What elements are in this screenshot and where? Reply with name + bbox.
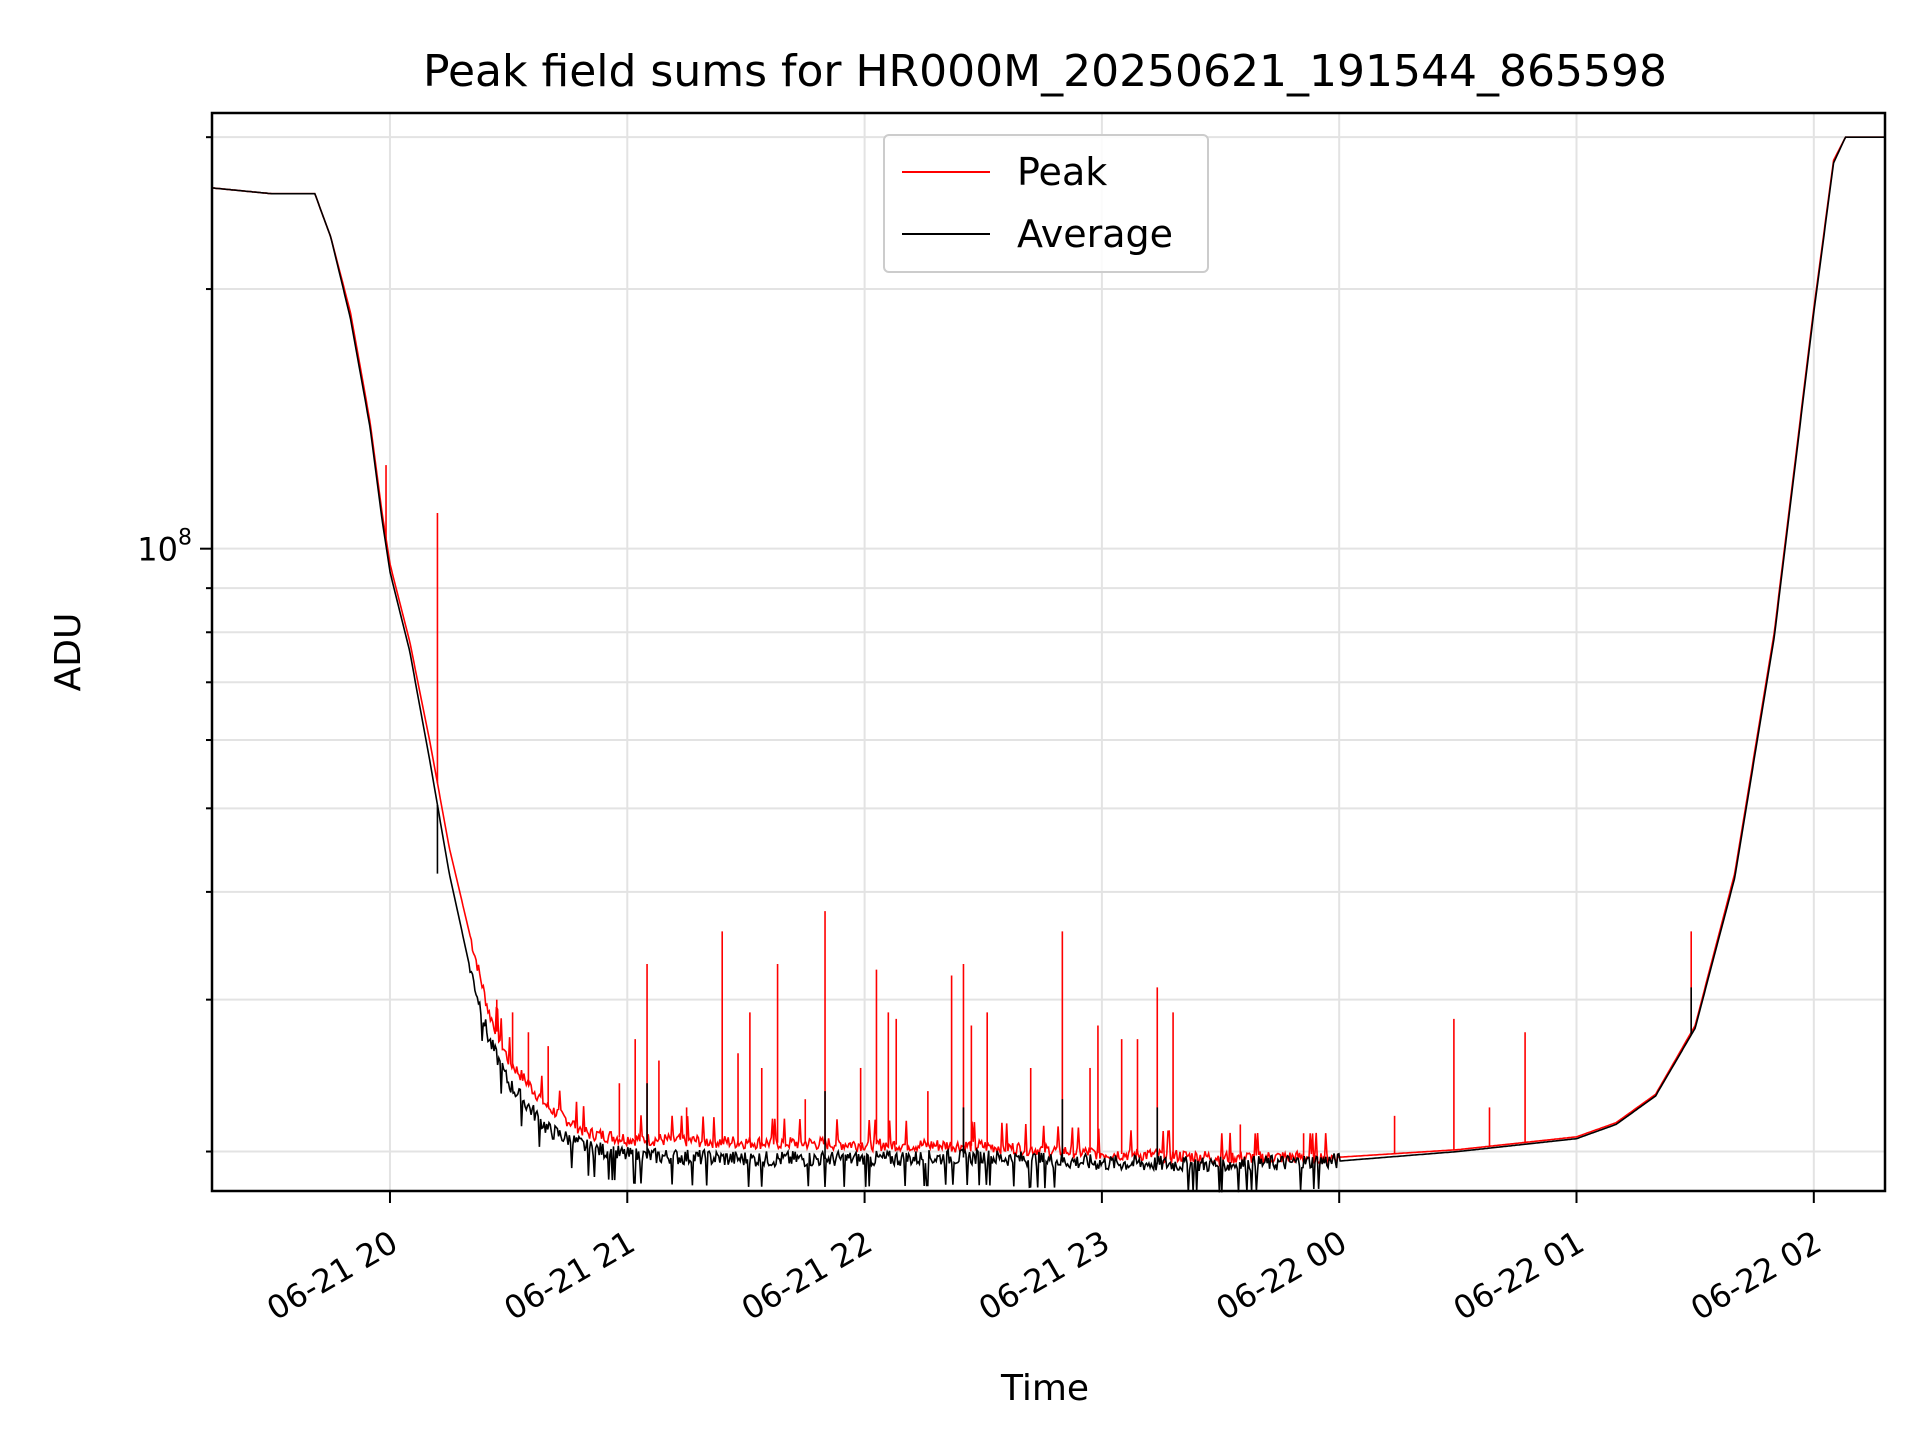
grid	[212, 113, 1885, 1191]
series-line-average	[211, 136, 1885, 1193]
legend-box	[883, 134, 1209, 273]
y-axis-label: ADU	[48, 613, 89, 692]
legend-label-average: Average	[1017, 212, 1173, 256]
plot-frame	[210, 111, 1887, 1193]
legend-label-peak: Peak	[1017, 150, 1107, 194]
chart-title: Peak field sums for HR000M_20250621_1915…	[423, 46, 1667, 97]
series-peak	[211, 136, 1885, 1167]
series-average	[211, 136, 1885, 1193]
plot-series	[211, 136, 1885, 1193]
y-tick-label: 108	[137, 526, 192, 569]
legend: Peak Average	[883, 134, 1209, 273]
x-axis-label: Time	[1000, 1368, 1089, 1409]
series-line-peak	[211, 136, 1885, 1167]
